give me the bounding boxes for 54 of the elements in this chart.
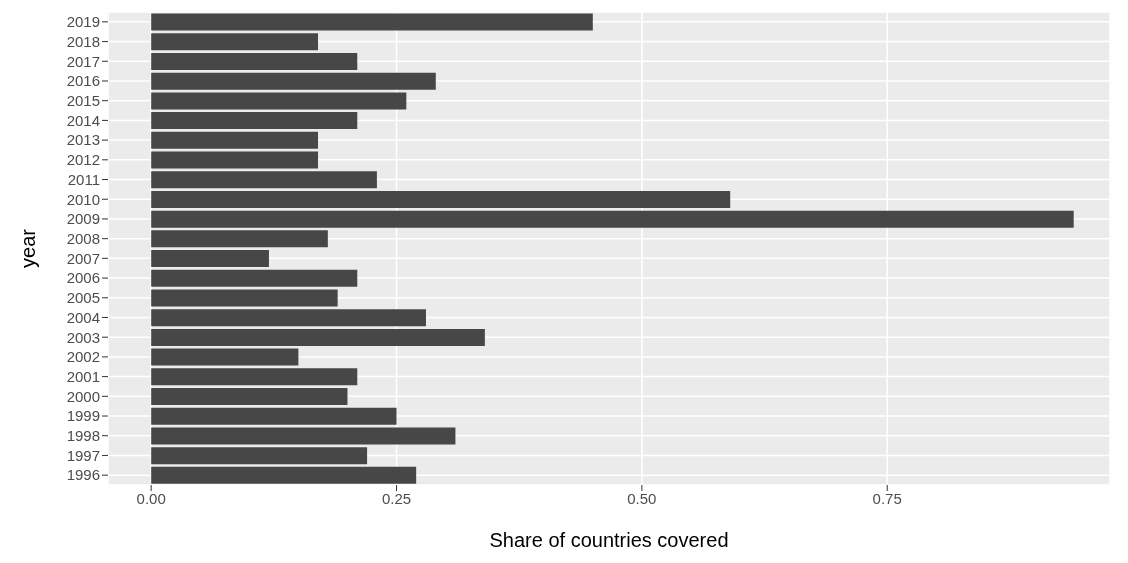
y-tick-label: 2001 [66,367,100,385]
y-tick-label: 2018 [66,32,100,50]
bar [151,269,358,287]
x-tick-label: 0.50 [627,489,657,507]
bar [151,407,397,425]
y-tick-label: 2012 [66,151,100,169]
y-tick-label: 2007 [66,249,100,267]
y-tick-label: 2003 [66,328,100,346]
bar [151,52,358,70]
y-tick-label: 2013 [66,131,100,149]
bar [151,328,485,346]
y-tick-label: 2008 [66,229,100,247]
bar [151,171,377,189]
bar [151,250,269,268]
bar [151,368,358,386]
bar [151,131,319,149]
x-tick-label: 0.25 [381,489,412,507]
bar [151,230,328,248]
bar [151,447,368,465]
y-tick-label: 1996 [66,466,100,484]
x-tick-label: 0.00 [136,489,166,507]
x-tick-label: 0.75 [872,489,902,507]
bar [151,190,731,208]
y-tick-label: 2005 [66,289,100,307]
y-tick-label: 2002 [66,348,100,366]
bar [151,92,407,110]
y-tick-label: 2004 [66,308,100,326]
y-tick-label: 1998 [66,427,100,445]
bar [151,388,348,406]
bar [151,309,426,327]
y-tick-label: 2009 [66,210,100,228]
y-tick-label: 2000 [66,387,100,405]
x-axis-title: Share of countries covered [489,529,729,552]
bar [151,466,417,484]
y-tick-label: 2006 [66,269,100,287]
bar [151,13,593,31]
bar [151,348,299,366]
bar [151,289,338,307]
bar [151,112,358,130]
y-axis-title: year [17,228,40,268]
y-tick-label: 2010 [66,190,100,208]
bar [151,151,319,169]
y-tick-label: 2019 [66,13,100,31]
bar [151,33,319,51]
y-tick-label: 1997 [66,446,100,464]
y-tick-label: 2011 [67,170,100,188]
y-tick-label: 1999 [66,407,100,425]
bar [151,427,456,445]
y-tick-label: 2017 [66,52,100,70]
y-tick-label: 2014 [66,111,100,129]
y-tick-label: 2015 [66,92,100,110]
y-tick-label: 2016 [66,72,100,90]
bar [151,72,436,90]
bar [151,210,1074,228]
